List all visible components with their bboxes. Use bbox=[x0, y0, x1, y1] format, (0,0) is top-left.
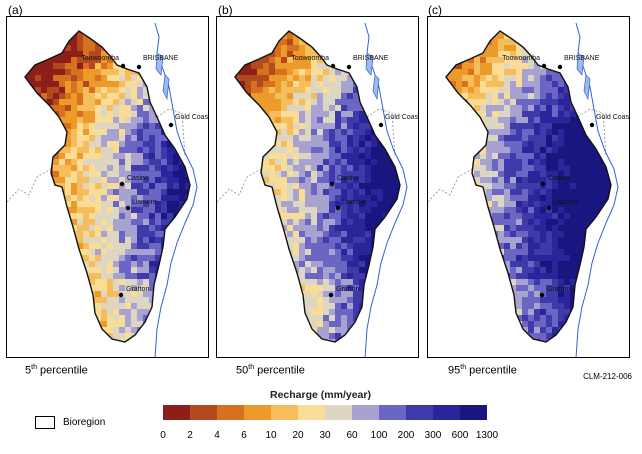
town-label: Toowoomba bbox=[291, 55, 329, 62]
colorbar-swatch bbox=[217, 405, 244, 420]
town-label: Grafton bbox=[547, 286, 570, 293]
recharge-map-a: Toowoomba BRISBANE Gold Coast Casino Lismore… bbox=[7, 22, 209, 357]
town-label: Lismore bbox=[553, 199, 578, 206]
town-label: BRISBANE bbox=[143, 55, 179, 62]
town-marker bbox=[378, 122, 384, 128]
panel-label-a: (a) bbox=[8, 3, 23, 17]
town-marker bbox=[328, 292, 334, 298]
island bbox=[583, 74, 591, 101]
colorbar-swatch bbox=[244, 405, 271, 420]
colorbar-swatch bbox=[163, 405, 190, 420]
recharge-raster bbox=[235, 31, 400, 342]
colorbar-swatch bbox=[406, 405, 433, 420]
recharge-map-c: Toowoomba BRISBANE Gold Coast Casino Lismore… bbox=[428, 22, 630, 357]
colorbar-tick: 100 bbox=[370, 430, 388, 441]
town-marker bbox=[539, 292, 545, 298]
town-marker bbox=[329, 181, 335, 187]
island bbox=[372, 74, 380, 101]
recharge-map-b: Toowoomba BRISBANE Gold Coast Casino Lismore… bbox=[217, 22, 419, 357]
town-label: Gold Coast bbox=[385, 114, 419, 121]
town-marker bbox=[120, 63, 126, 69]
town-marker bbox=[119, 181, 125, 187]
town-marker bbox=[330, 63, 336, 69]
colorbar-swatch bbox=[325, 405, 352, 420]
percentile-label-b: 50th percentile bbox=[236, 364, 305, 377]
percentile-label-a: 5th percentile bbox=[25, 364, 88, 377]
town-label: Lismore bbox=[132, 199, 157, 206]
colorbar-tick: 6 bbox=[241, 430, 247, 441]
island bbox=[162, 74, 170, 101]
bioregion-boundary bbox=[24, 30, 191, 343]
figure-code: CLM-212-006 bbox=[583, 372, 632, 381]
town-marker bbox=[589, 122, 595, 128]
town-marker bbox=[335, 205, 341, 211]
town-label: Grafton bbox=[336, 286, 359, 293]
colorbar-tick: 30 bbox=[319, 430, 331, 441]
map-panel-c: Toowoomba BRISBANE Gold Coast Casino Lismore… bbox=[427, 16, 630, 358]
colorbar-tick: 60 bbox=[346, 430, 358, 441]
colorbar-swatch bbox=[298, 405, 325, 420]
island bbox=[155, 52, 164, 76]
map-panel-b: Toowoomba BRISBANE Gold Coast Casino Lismore… bbox=[216, 16, 419, 358]
colorbar-tick: 0 bbox=[160, 430, 166, 441]
town-marker bbox=[557, 64, 563, 70]
island bbox=[365, 52, 374, 76]
town-label: BRISBANE bbox=[564, 55, 600, 62]
town-marker bbox=[541, 63, 547, 69]
map-panel-a: Toowoomba BRISBANE Gold Coast Casino Lismore… bbox=[6, 16, 209, 358]
bioregion-boundary bbox=[234, 30, 401, 343]
recharge-raster bbox=[25, 31, 190, 342]
recharge-colorbar bbox=[163, 405, 487, 420]
colorbar-tick: 20 bbox=[292, 430, 304, 441]
town-marker bbox=[168, 122, 174, 128]
town-label: Gold Coast bbox=[175, 114, 209, 121]
colorbar-tick: 4 bbox=[214, 430, 220, 441]
town-label: Toowoomba bbox=[502, 55, 540, 62]
recharge-raster bbox=[446, 31, 611, 342]
colorbar-tick: 300 bbox=[424, 430, 442, 441]
colorbar-tick: 200 bbox=[397, 430, 415, 441]
colorbar-swatch bbox=[379, 405, 406, 420]
colorbar-swatch bbox=[352, 405, 379, 420]
colorbar-tick: 600 bbox=[451, 430, 469, 441]
panel-label-b: (b) bbox=[218, 3, 233, 17]
town-marker bbox=[546, 205, 552, 211]
colorbar-ticks: 0 2 4 6 10 20 30 60 100 200 300 600 1300 bbox=[0, 430, 642, 446]
town-label: Casino bbox=[337, 175, 359, 182]
town-marker bbox=[540, 181, 546, 187]
town-label: Casino bbox=[127, 175, 149, 182]
town-label: BRISBANE bbox=[353, 55, 389, 62]
town-marker bbox=[346, 64, 352, 70]
town-marker bbox=[125, 205, 131, 211]
town-label: Gold Coast bbox=[596, 114, 630, 121]
colorbar-swatch bbox=[433, 405, 460, 420]
town-marker bbox=[118, 292, 124, 298]
bioregion-boundary bbox=[445, 30, 612, 343]
bioregion-label: Bioregion bbox=[63, 417, 106, 428]
town-label: Toowoomba bbox=[81, 55, 119, 62]
town-marker bbox=[136, 64, 142, 70]
town-label: Casino bbox=[548, 175, 570, 182]
legend-title: Recharge (mm/year) bbox=[270, 389, 371, 401]
colorbar-tick: 2 bbox=[187, 430, 193, 441]
colorbar-tick: 1300 bbox=[475, 430, 499, 441]
colorbar-tick: 10 bbox=[265, 430, 277, 441]
panel-label-c: (c) bbox=[428, 3, 442, 17]
town-label: Grafton bbox=[126, 286, 149, 293]
town-label: Lismore bbox=[342, 199, 367, 206]
colorbar-swatch bbox=[190, 405, 217, 420]
bioregion-legend: Bioregion bbox=[35, 416, 105, 429]
colorbar-swatch bbox=[460, 405, 487, 420]
percentile-label-c: 95th percentile bbox=[448, 364, 517, 377]
island bbox=[576, 52, 585, 76]
colorbar-swatch bbox=[271, 405, 298, 420]
bioregion-swatch bbox=[35, 416, 55, 429]
